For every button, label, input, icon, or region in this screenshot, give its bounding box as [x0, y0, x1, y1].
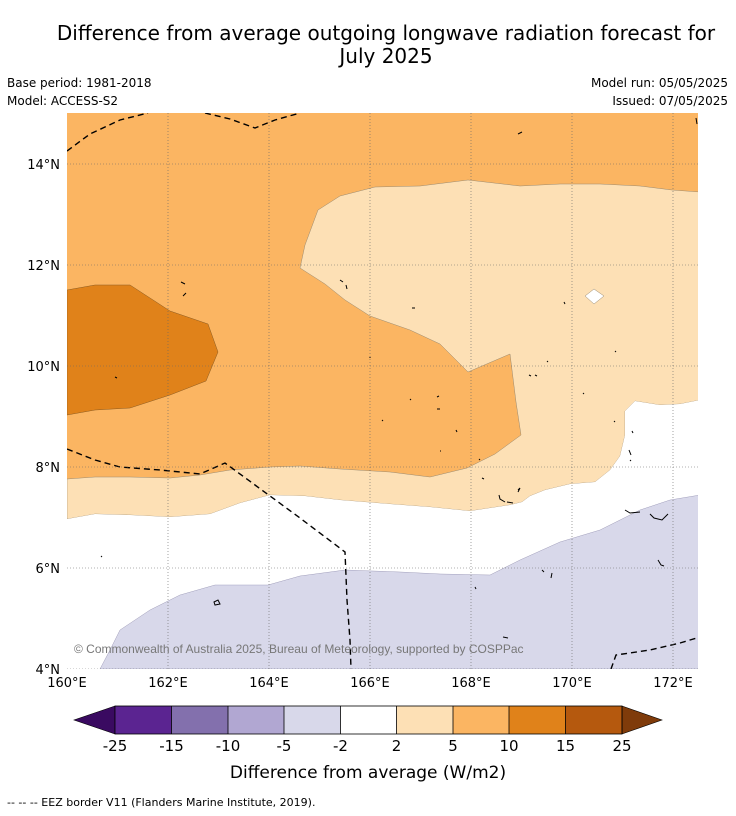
lon-label-166: 166°E: [350, 676, 390, 691]
anomaly-region-neg5-to-neg2: [99, 495, 698, 669]
colorbar-tick-10: 10: [499, 737, 518, 755]
anomaly-region-10-to-15: [67, 284, 219, 416]
lon-label-160: 160°E: [47, 676, 87, 691]
lon-label-170: 170°E: [552, 676, 592, 691]
eez-legend-note: -- -- -- EEZ border V11 (Flanders Marine…: [7, 796, 316, 809]
title-line-1: Difference from average outgoing longwav…: [56, 21, 716, 45]
islands: [100, 117, 698, 639]
colorbar-bin-2-5: [396, 706, 453, 734]
colorbar-tick-neg5: -5: [277, 737, 292, 755]
anomaly-neutral-patch: [584, 288, 605, 305]
colorbar-tick-neg15: -15: [159, 737, 184, 755]
eez-border-south: [67, 448, 352, 669]
meta-left: Base period: 1981-2018 Model: ACCESS-S2: [7, 74, 152, 110]
colorbar-tick-25: 25: [612, 737, 631, 755]
colorbar-label: Difference from average (W/m2): [230, 763, 506, 783]
colorbar-bin-neg25-neg15: [115, 706, 172, 734]
colorbar: -25 -15 -10 -5 -2 2 5 10 15 25 Differenc…: [73, 705, 663, 783]
colorbar-tick-neg2: -2: [333, 737, 348, 755]
lon-label-162: 162°E: [148, 676, 188, 691]
model-run-text: Model run: 05/05/2025: [590, 76, 728, 90]
colorbar-bin-neg15-neg10: [171, 706, 228, 734]
colorbar-bin-10-15: [509, 706, 566, 734]
lon-label-168: 168°E: [451, 676, 491, 691]
colorbar-tick-5: 5: [448, 737, 458, 755]
colorbar-bin-5-10: [453, 706, 509, 734]
copyright-text: © Commonwealth of Australia 2025, Bureau…: [74, 642, 524, 656]
lat-label-10: 10°N: [27, 360, 60, 375]
lat-label-4: 4°N: [36, 663, 61, 678]
title-line-2: July 2025: [339, 44, 433, 68]
lat-label-8: 8°N: [36, 461, 61, 476]
eez-border-north-2: [204, 113, 301, 129]
colorbar-tick-15: 15: [556, 737, 575, 755]
model-text: Model: ACCESS-S2: [7, 94, 119, 108]
colorbar-bin-neg10-neg5: [228, 706, 284, 734]
graticule: [67, 113, 698, 669]
anomaly-region-neutral: [67, 400, 698, 669]
colorbar-bin-neg5-neg2: [284, 706, 341, 734]
lat-label-6: 6°N: [36, 562, 61, 577]
lat-label-14: 14°N: [27, 158, 60, 173]
colorbar-under-arrow: [73, 705, 116, 735]
map-area: © Commonwealth of Australia 2025, Bureau…: [67, 113, 698, 669]
colorbar-tick-2: 2: [392, 737, 402, 755]
meta-right: Model run: 05/05/2025 Issued: 07/05/2025: [591, 74, 728, 110]
page-title: Difference from average outgoing longwav…: [0, 22, 736, 68]
lon-label-164: 164°E: [249, 676, 289, 691]
colorbar-tick-neg25: -25: [103, 737, 128, 755]
eez-border-north: [67, 113, 149, 152]
colorbar-over-arrow: [621, 705, 663, 735]
colorbar-tick-neg10: -10: [216, 737, 241, 755]
colorbar-bin-neg2-2: [340, 706, 397, 734]
issued-text: Issued: 07/05/2025: [612, 94, 728, 108]
lat-label-12: 12°N: [27, 259, 60, 274]
colorbar-bin-15-25: [565, 706, 622, 734]
base-period-text: Base period: 1981-2018: [7, 76, 152, 90]
lon-label-172: 172°E: [653, 676, 693, 691]
